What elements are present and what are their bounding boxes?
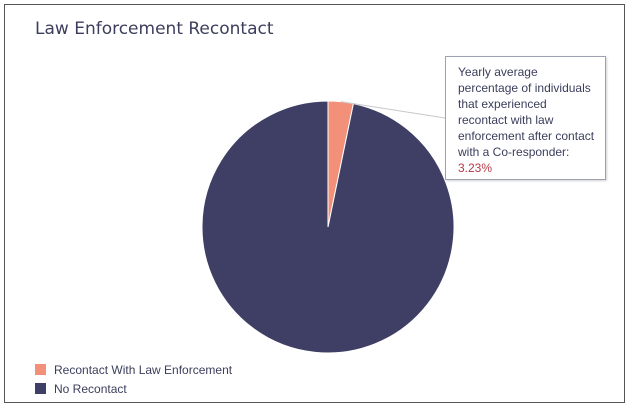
legend-swatch-recontact (35, 364, 46, 375)
legend: Recontact With Law Enforcement No Recont… (35, 360, 232, 398)
slice-tooltip: Yearly average percentage of individuals… (445, 56, 606, 180)
tooltip-connector-line (340, 101, 446, 119)
tooltip-text: Yearly average percentage of individuals… (458, 65, 595, 159)
legend-label-recontact: Recontact With Law Enforcement (54, 362, 233, 377)
legend-item-no-recontact[interactable]: No Recontact (35, 379, 232, 398)
chart-title: Law Enforcement Recontact (35, 19, 274, 39)
legend-label-no-recontact: No Recontact (54, 381, 127, 396)
legend-item-recontact[interactable]: Recontact With Law Enforcement (35, 360, 232, 379)
tooltip-value: 3.23% (458, 161, 493, 175)
chart-card: Law Enforcement Recontact Yearly average… (4, 4, 625, 403)
legend-swatch-no-recontact (35, 383, 46, 394)
pie-chart (201, 100, 455, 354)
pie-slice-no-recontact[interactable] (201, 100, 455, 354)
